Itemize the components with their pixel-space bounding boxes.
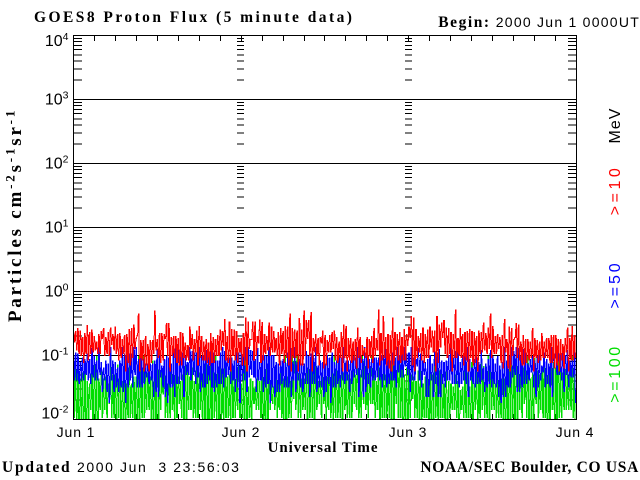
svg-text:GOES8 Proton Flux (5 minute da: GOES8 Proton Flux (5 minute data)	[34, 9, 354, 26]
svg-text:>=10: >=10	[607, 165, 624, 215]
svg-text:Jun 4: Jun 4	[556, 424, 595, 440]
svg-text:NOAA/SEC Boulder, CO USA: NOAA/SEC Boulder, CO USA	[420, 459, 639, 476]
svg-text:Jun 2: Jun 2	[222, 424, 261, 440]
svg-text:>=50: >=50	[607, 260, 624, 308]
svg-text:Jun 3: Jun 3	[389, 424, 428, 440]
svg-text:Begin: 2000 Jun 1 0000UT: Begin: 2000 Jun 1 0000UT	[438, 14, 640, 31]
svg-text:>=100: >=100	[607, 344, 624, 402]
svg-text:Universal Time: Universal Time	[268, 440, 379, 456]
svg-text:Jun 1: Jun 1	[57, 424, 96, 440]
svg-text:MeV: MeV	[607, 108, 624, 144]
svg-text:Particles cm-2s-1sr-1: Particles cm-2s-1sr-1	[3, 108, 27, 322]
svg-text:Updated 2000 Jun 3 23:56:03: Updated 2000 Jun 3 23:56:03	[2, 459, 241, 476]
